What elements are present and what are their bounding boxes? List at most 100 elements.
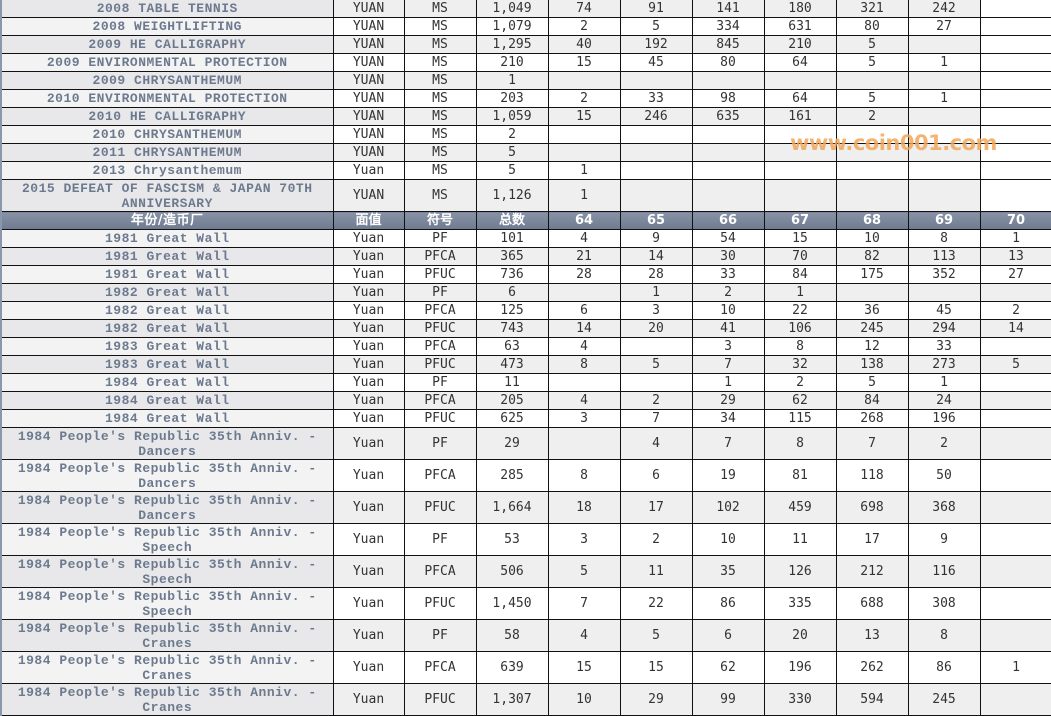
cell-c67[interactable]: 32 — [763, 355, 837, 374]
cell-total[interactable]: 125 — [475, 301, 549, 320]
cell-c68[interactable]: 7 — [835, 427, 909, 460]
cell-c70[interactable]: 2 — [979, 301, 1051, 320]
cell-c67[interactable]: 196 — [763, 651, 837, 684]
cell-c66[interactable]: 7 — [691, 355, 765, 374]
cell-c65[interactable] — [619, 373, 693, 392]
cell-c67[interactable]: 11 — [763, 523, 837, 556]
cell-c70[interactable] — [979, 555, 1051, 588]
cell-total[interactable]: 285 — [475, 459, 549, 492]
cell-c68[interactable] — [835, 179, 909, 212]
cell-name[interactable]: 2010 CHRYSANTHEMUM — [0, 125, 334, 144]
cell-c68[interactable]: 5 — [835, 53, 909, 72]
cell-total[interactable]: 203 — [475, 89, 549, 108]
cell-total[interactable]: 6 — [475, 283, 549, 302]
cell-denomination[interactable]: Yuan — [332, 409, 405, 428]
cell-c70[interactable]: 14 — [979, 319, 1051, 338]
cell-c65[interactable] — [619, 71, 693, 90]
cell-c70[interactable] — [979, 283, 1051, 302]
cell-name[interactable]: 1983 Great Wall — [0, 337, 334, 356]
cell-denomination[interactable]: YUAN — [332, 89, 405, 108]
cell-c65[interactable]: 14 — [619, 247, 693, 266]
cell-c70[interactable] — [979, 143, 1051, 162]
cell-c69[interactable]: 8 — [907, 619, 981, 652]
cell-denomination[interactable]: Yuan — [332, 301, 405, 320]
cell-c64[interactable] — [547, 125, 621, 144]
cell-denomination[interactable]: Yuan — [332, 391, 405, 410]
cell-c64[interactable]: 6 — [547, 301, 621, 320]
cell-name[interactable]: 2009 HE CALLIGRAPHY — [0, 35, 334, 54]
cell-total[interactable]: 506 — [475, 555, 549, 588]
cell-c68[interactable]: 5 — [835, 373, 909, 392]
cell-c69[interactable]: 1 — [907, 373, 981, 392]
cell-c65[interactable]: 5 — [619, 619, 693, 652]
cell-c69[interactable]: 24 — [907, 391, 981, 410]
cell-c65[interactable]: 246 — [619, 107, 693, 126]
cell-c66[interactable]: 41 — [691, 319, 765, 338]
cell-c66[interactable]: 35 — [691, 555, 765, 588]
cell-c66[interactable]: 10 — [691, 523, 765, 556]
cell-c65[interactable]: 4 — [619, 427, 693, 460]
cell-c66[interactable]: 19 — [691, 459, 765, 492]
cell-c69[interactable]: 86 — [907, 651, 981, 684]
cell-c68[interactable]: 5 — [835, 35, 909, 54]
cell-c68[interactable]: 2 — [835, 107, 909, 126]
cell-c69[interactable]: 308 — [907, 587, 981, 620]
cell-c67[interactable] — [763, 161, 837, 180]
cell-c65[interactable]: 17 — [619, 491, 693, 524]
cell-symbol[interactable]: PF — [403, 283, 477, 302]
cell-c69[interactable]: 245 — [907, 683, 981, 716]
cell-c68[interactable]: 594 — [835, 683, 909, 716]
cell-c65[interactable]: 5 — [619, 17, 693, 36]
cell-c66[interactable]: 1 — [691, 373, 765, 392]
cell-c65[interactable]: 11 — [619, 555, 693, 588]
cell-c70[interactable] — [979, 427, 1051, 460]
cell-c66[interactable]: 102 — [691, 491, 765, 524]
cell-c65[interactable]: 3 — [619, 301, 693, 320]
cell-denomination[interactable]: Yuan — [332, 337, 405, 356]
cell-c67[interactable]: 1 — [763, 283, 837, 302]
cell-total[interactable]: 1,126 — [475, 179, 549, 212]
cell-c69[interactable]: 33 — [907, 337, 981, 356]
cell-denomination[interactable]: Yuan — [332, 283, 405, 302]
cell-c69[interactable]: 2 — [907, 427, 981, 460]
cell-c64[interactable]: 40 — [547, 35, 621, 54]
cell-name[interactable]: 2010 HE CALLIGRAPHY — [0, 107, 334, 126]
cell-c64[interactable]: 28 — [547, 265, 621, 284]
cell-c70[interactable] — [979, 459, 1051, 492]
cell-c67[interactable]: 631 — [763, 17, 837, 36]
cell-name[interactable]: 1982 Great Wall — [0, 301, 334, 320]
cell-c64[interactable]: 18 — [547, 491, 621, 524]
cell-total[interactable]: 53 — [475, 523, 549, 556]
cell-total[interactable]: 1,307 — [475, 683, 549, 716]
cell-c67[interactable]: 2 — [763, 373, 837, 392]
cell-c68[interactable]: 175 — [835, 265, 909, 284]
cell-name[interactable]: 1984 People's Republic 35th Anniv. - Spe… — [0, 587, 334, 620]
cell-c70[interactable] — [979, 179, 1051, 212]
cell-symbol[interactable]: MS — [403, 35, 477, 54]
cell-denomination[interactable]: YUAN — [332, 71, 405, 90]
cell-denomination[interactable]: Yuan — [332, 427, 405, 460]
header-c70[interactable]: 70 — [979, 211, 1051, 230]
cell-c64[interactable] — [547, 71, 621, 90]
cell-name[interactable]: 1984 People's Republic 35th Anniv. - Spe… — [0, 523, 334, 556]
cell-c66[interactable]: 29 — [691, 391, 765, 410]
cell-c70[interactable] — [979, 161, 1051, 180]
cell-name[interactable]: 2010 ENVIRONMENTAL PROTECTION — [0, 89, 334, 108]
cell-name[interactable]: 1981 Great Wall — [0, 265, 334, 284]
cell-c66[interactable] — [691, 161, 765, 180]
cell-c68[interactable]: 12 — [835, 337, 909, 356]
cell-c65[interactable]: 2 — [619, 391, 693, 410]
cell-c68[interactable]: 138 — [835, 355, 909, 374]
cell-c69[interactable]: 1 — [907, 53, 981, 72]
cell-symbol[interactable]: MS — [403, 17, 477, 36]
cell-total[interactable]: 1,079 — [475, 17, 549, 36]
cell-total[interactable]: 1,295 — [475, 35, 549, 54]
cell-c66[interactable]: 98 — [691, 89, 765, 108]
cell-symbol[interactable]: PF — [403, 427, 477, 460]
cell-c70[interactable] — [979, 391, 1051, 410]
cell-c64[interactable] — [547, 427, 621, 460]
cell-denomination[interactable]: Yuan — [332, 161, 405, 180]
cell-c68[interactable]: 13 — [835, 619, 909, 652]
cell-symbol[interactable]: PFUC — [403, 319, 477, 338]
cell-c69[interactable]: 9 — [907, 523, 981, 556]
